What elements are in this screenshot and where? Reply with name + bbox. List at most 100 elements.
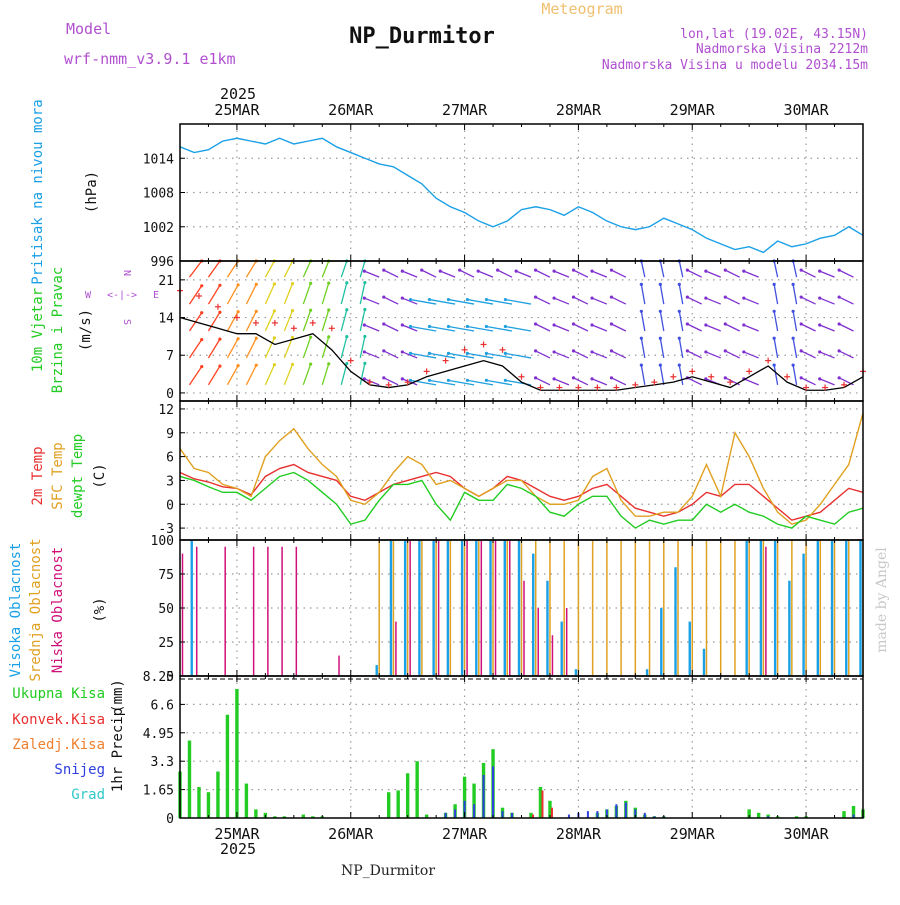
wind-speed-line	[179, 316, 864, 391]
precip-total-bar	[273, 816, 277, 818]
y-tick-label: 8.25	[143, 670, 174, 685]
wind-arrow-head	[408, 378, 413, 382]
pressure-unit-label: (hPa)	[84, 171, 100, 213]
wind-arrow-head	[236, 337, 240, 341]
wind-unit-label: (m/s)	[78, 309, 94, 351]
wind-arrow	[573, 377, 589, 386]
wind-arrow-head	[571, 268, 576, 272]
wind-arrow	[640, 260, 646, 278]
wind-arrow	[640, 338, 646, 359]
wind-arrow	[226, 260, 239, 278]
wind-arrow	[486, 352, 513, 359]
wind-arrow	[800, 296, 816, 305]
cloud-axis-label-c: Niska Oblacnost	[50, 547, 66, 673]
wind-arrow	[611, 377, 627, 386]
wind-arrow-head	[408, 351, 413, 356]
y-tick-label: 3.3	[151, 755, 174, 770]
wind-arrow-head	[503, 324, 507, 329]
wind-arrow	[359, 363, 366, 385]
wind-arrow-head	[254, 336, 258, 340]
wind-arrow-head	[704, 377, 708, 381]
wind-arrow-head	[552, 296, 556, 300]
precip-total-bar	[244, 783, 249, 818]
wind-arrow-head	[200, 311, 204, 315]
wind-legend-n: N	[121, 270, 132, 276]
wind-arrow	[611, 296, 627, 305]
wind-arrow-head	[290, 335, 295, 340]
y-tick-label: 75	[158, 568, 174, 583]
wind-arrow-head	[362, 296, 366, 300]
y-tick-label: 3	[166, 474, 174, 489]
wind-arrow-head	[590, 296, 594, 300]
wind-arrow-head	[723, 349, 727, 353]
wind-arrow	[553, 297, 570, 305]
precip-snow-bar	[767, 816, 770, 818]
wind-arrow	[410, 379, 437, 386]
day-label-top: 28MAR	[556, 101, 602, 119]
wind-arrow-head	[400, 377, 404, 381]
wind-arrow-head	[484, 351, 489, 356]
wind-arrow	[535, 323, 551, 332]
wind-arrow	[302, 363, 312, 386]
y-tick-label: 0	[166, 387, 174, 402]
wind-arrow	[383, 269, 399, 278]
wind-arrow	[705, 351, 721, 359]
wind-arrow	[448, 352, 475, 359]
wind-arrow	[283, 260, 294, 278]
wind-arrow	[640, 311, 646, 332]
wind-arrow-head	[427, 378, 432, 382]
wind-arrow-head	[772, 282, 776, 286]
wind-arrow-head	[200, 284, 204, 288]
precip-convective-bar	[541, 790, 544, 818]
wind-arrow-head	[363, 334, 367, 339]
y-tick-label: 50	[158, 602, 174, 617]
wind-arrow	[402, 351, 418, 359]
wind-arrow	[429, 352, 456, 359]
y-tick-label: 1002	[143, 221, 174, 236]
wind-arrow	[340, 309, 348, 332]
wind-arrow-head	[309, 281, 313, 285]
precip-snow-bar	[586, 811, 589, 818]
wind-arrow-head	[658, 282, 662, 286]
wind-arrow	[505, 298, 532, 305]
wind-arrow-head	[837, 349, 841, 353]
wind-arrow	[340, 336, 348, 359]
wind-arrow	[264, 283, 275, 305]
wind-arrow-head	[685, 268, 689, 272]
precip-total-bar	[794, 816, 799, 818]
wind-arrow-head	[799, 295, 803, 299]
wind-arrow	[188, 260, 203, 278]
wind-arrow-head	[254, 363, 258, 367]
wind-arrow	[402, 270, 418, 278]
wind-arrow-head	[484, 324, 489, 329]
wind-arrow-head	[484, 297, 489, 302]
wind-arrow	[245, 260, 257, 278]
precip-total-bar	[206, 792, 211, 818]
wind-arrow-head	[363, 307, 367, 312]
y-tick-label: 25	[158, 636, 174, 651]
day-label-top: 30MAR	[784, 101, 830, 119]
pressure-axis-label: Pritisak na nivou mora	[30, 99, 46, 284]
wind-arrow	[687, 296, 703, 305]
meteogram-label: Meteogram	[541, 0, 622, 18]
wind-arrow-head	[236, 310, 240, 314]
wind-arrow-head	[677, 282, 681, 286]
precip-total-bar	[197, 787, 201, 818]
wind-arrow	[188, 366, 203, 386]
model-elevation-text: Nadmorska Visina u modelu 2034.15m	[602, 58, 868, 73]
wind-arrow-head	[272, 282, 276, 286]
wind-arrow	[800, 323, 816, 332]
precip-snow-bar	[501, 811, 504, 818]
wind-arrow-head	[685, 322, 689, 326]
wind-arrow-head	[742, 269, 746, 273]
wind-arrow	[591, 324, 608, 332]
precip-snow-bar	[473, 804, 476, 818]
day-label-bottom: 26MAR	[328, 825, 374, 843]
wind-arrow	[743, 297, 759, 305]
wind-arrow	[553, 324, 570, 332]
year-bottom: 2025	[220, 840, 256, 858]
precip-total-bar	[842, 811, 846, 818]
y-tick-label: 21	[158, 274, 174, 289]
wind-arrow	[743, 378, 759, 386]
